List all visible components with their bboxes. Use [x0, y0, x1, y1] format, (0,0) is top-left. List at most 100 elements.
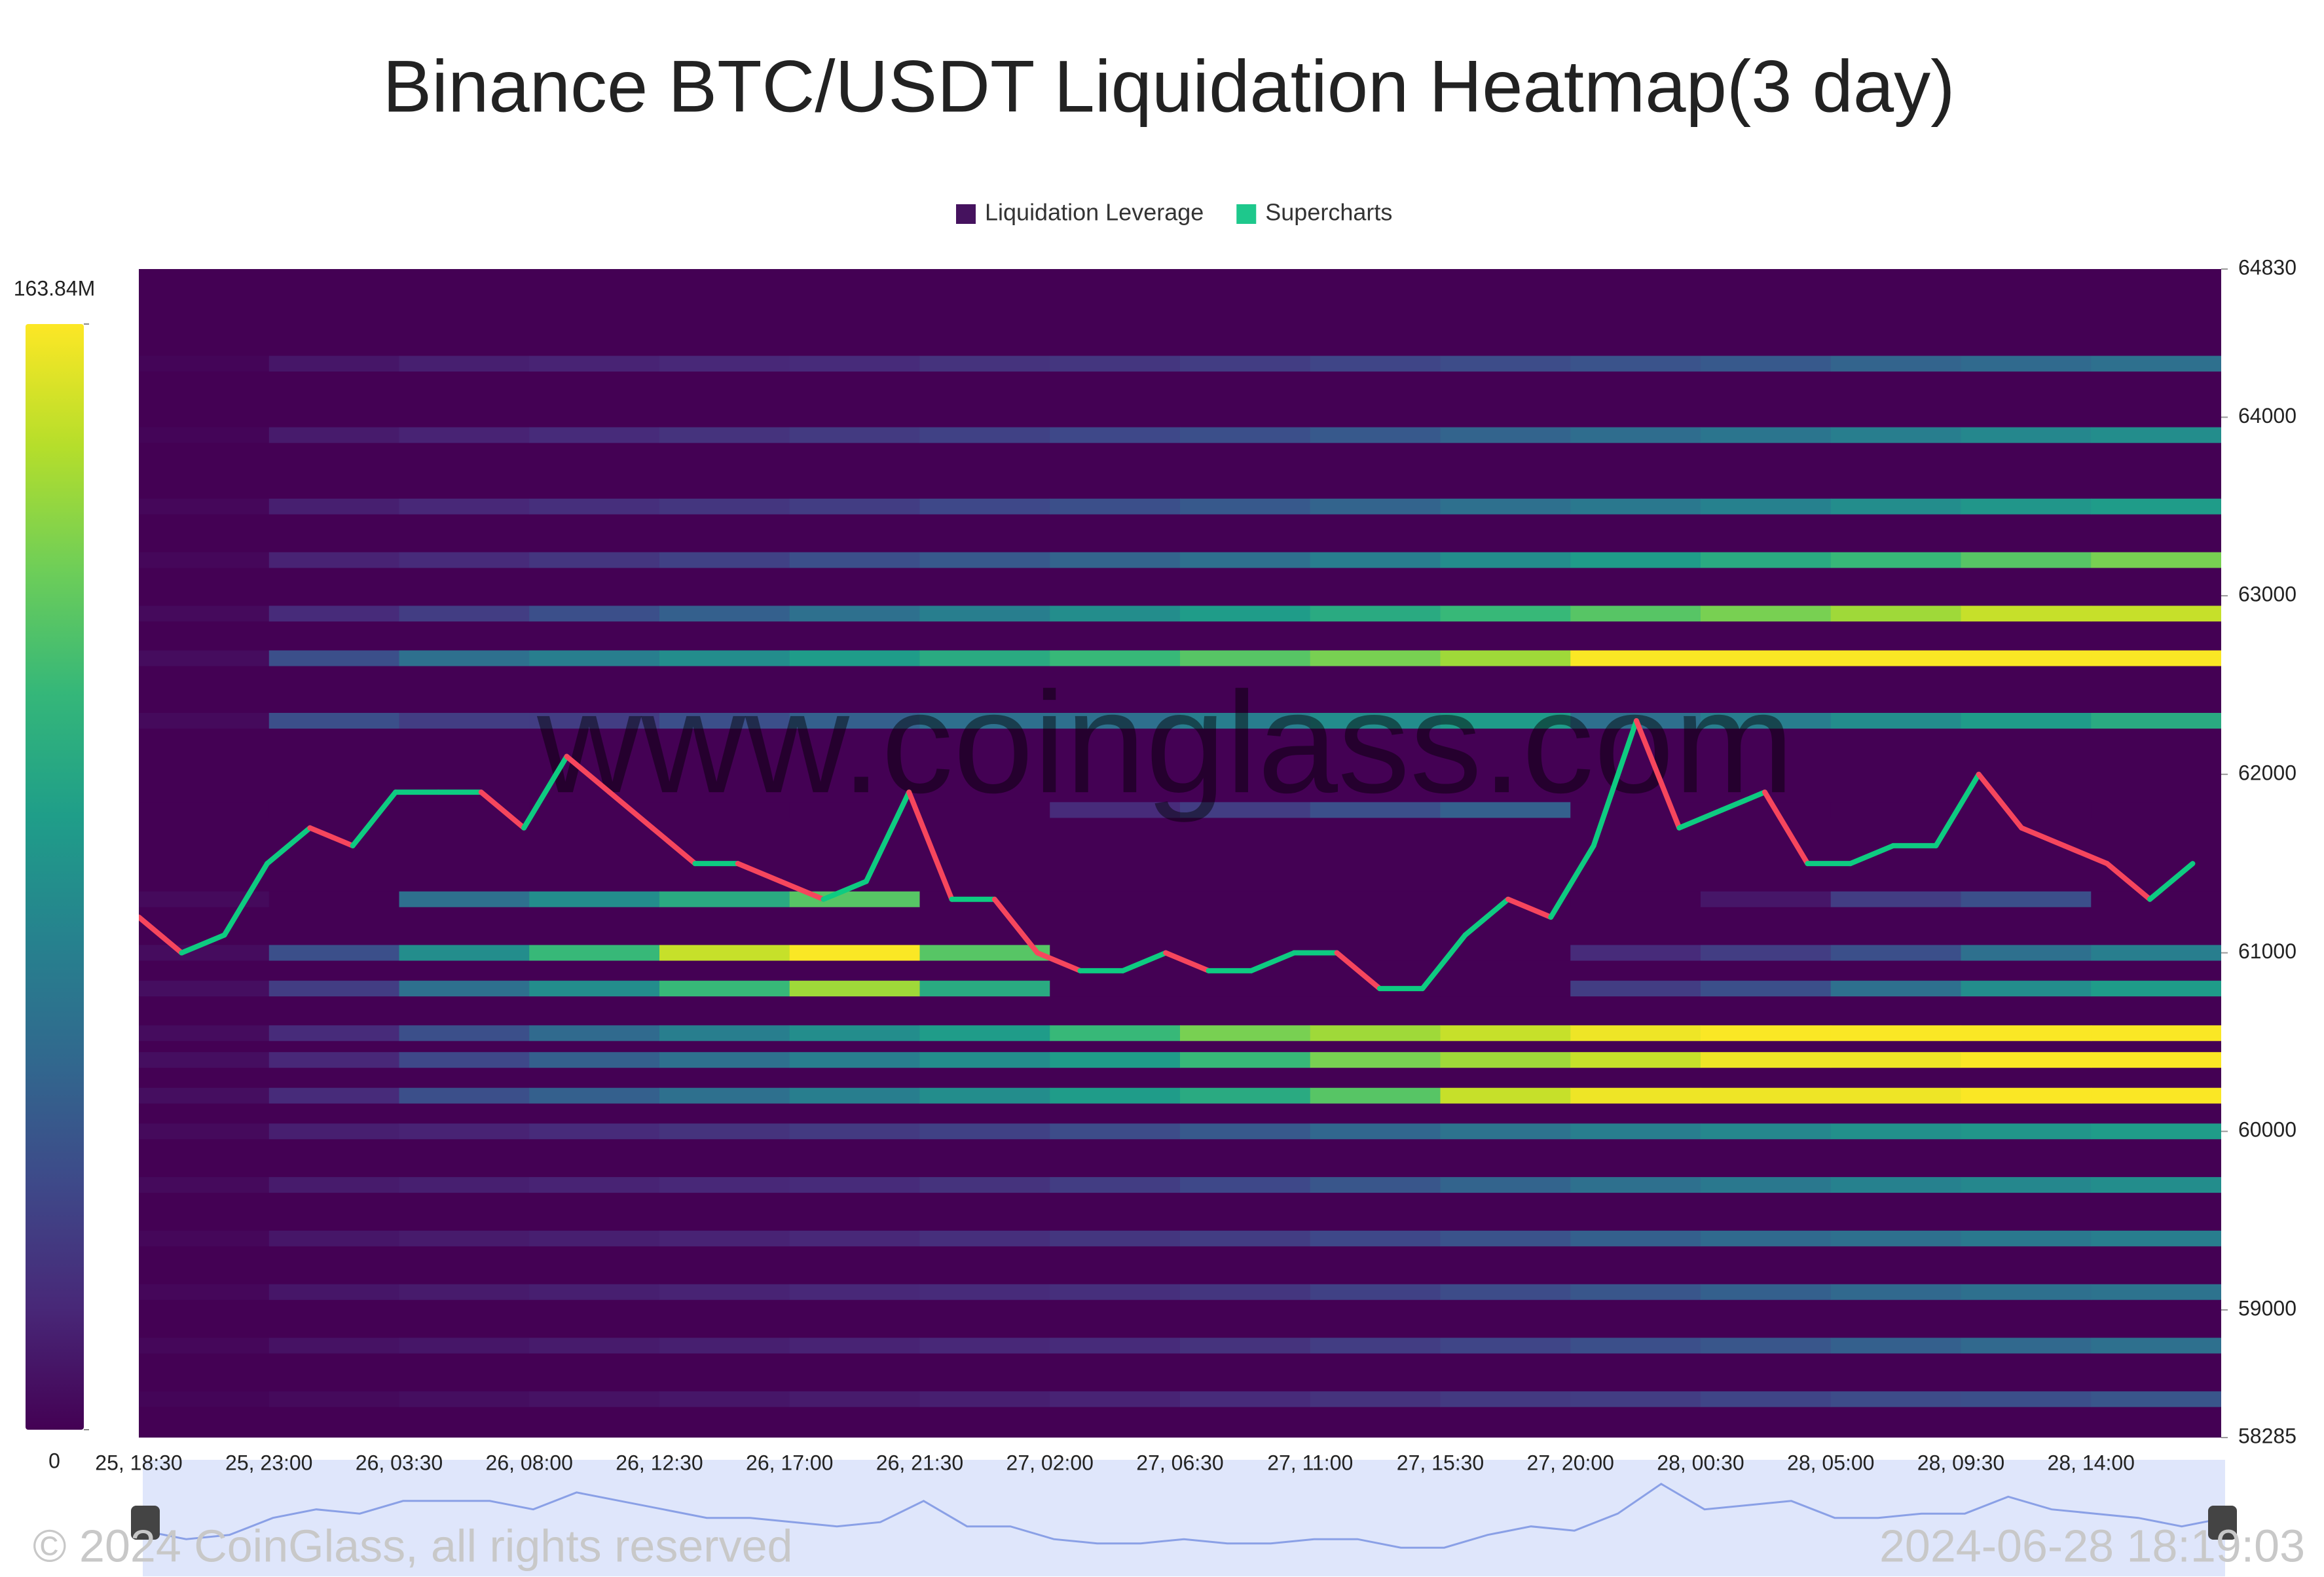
- heat-cell: [399, 945, 530, 961]
- x-tick-label: 28, 00:30: [1657, 1451, 1744, 1474]
- price-segment: [2147, 861, 2196, 902]
- price-segment: [1248, 950, 1297, 973]
- price-segment: [221, 861, 270, 938]
- heat-cell: [1570, 1177, 1701, 1193]
- heat-cell: [1701, 945, 1832, 961]
- heat-cell: [1050, 552, 1181, 568]
- heat-cell: [1961, 606, 2092, 622]
- heat-cell: [1701, 1391, 1832, 1407]
- heat-cell: [268, 1123, 399, 1140]
- heat-cell: [1440, 498, 1571, 515]
- heat-cell: [1180, 802, 1311, 818]
- heat-cell: [139, 552, 270, 568]
- y-tick-label: 59000: [2238, 1296, 2296, 1320]
- heat-cell: [1830, 355, 1961, 372]
- x-tick-label: 27, 15:30: [1397, 1451, 1484, 1474]
- heat-cell: [529, 355, 660, 372]
- heat-cell: [399, 1025, 530, 1042]
- heat-cell: [1440, 1230, 1571, 1246]
- heatmap: [139, 355, 2221, 1407]
- heat-cell: [2091, 1337, 2221, 1354]
- heat-cell: [268, 1025, 399, 1042]
- y-tick-label: 62000: [2238, 761, 2296, 784]
- navigator-handle-right[interactable]: [2208, 1506, 2237, 1540]
- heat-cell: [139, 713, 270, 729]
- heat-cell: [1570, 945, 1701, 961]
- heat-cell: [1180, 1123, 1311, 1140]
- heat-cell: [1570, 552, 1701, 568]
- heat-cell: [139, 1337, 270, 1354]
- heat-cell: [919, 713, 1050, 729]
- heat-cell: [1050, 498, 1181, 515]
- heat-cell: [1701, 1284, 1832, 1300]
- heat-cell: [659, 1052, 790, 1068]
- heat-cell: [1050, 1025, 1181, 1042]
- heat-cell: [1961, 802, 2092, 818]
- heat-cell: [1310, 355, 1441, 372]
- heat-cell: [2091, 1391, 2221, 1407]
- heat-cell: [268, 1177, 399, 1193]
- heat-cell: [1830, 1025, 1961, 1042]
- color-bar: [26, 324, 84, 1430]
- heat-cell: [1701, 1230, 1832, 1246]
- price-segment: [1847, 843, 1896, 867]
- heat-cell: [399, 498, 530, 515]
- heat-cell: [1180, 1087, 1311, 1104]
- legend-swatch: [956, 204, 976, 224]
- heat-cell: [2091, 552, 2221, 568]
- heat-cell: [139, 1025, 270, 1042]
- heat-cell: [399, 552, 530, 568]
- heat-cell: [2091, 981, 2221, 997]
- x-tick-label: 26, 03:30: [356, 1451, 443, 1474]
- heat-cell: [919, 1337, 1050, 1354]
- heat-cell: [1440, 1177, 1571, 1193]
- heat-cell: [1701, 1337, 1832, 1354]
- heat-cell: [659, 606, 790, 622]
- heat-cell: [1570, 802, 1701, 818]
- heat-cell: [1180, 1230, 1311, 1246]
- heat-cell: [789, 1230, 920, 1246]
- heat-cell: [1570, 427, 1701, 443]
- heat-cell: [1701, 427, 1832, 443]
- heat-cell: [919, 981, 1050, 997]
- price-segment: [2019, 825, 2067, 848]
- heat-cell: [1830, 981, 1961, 997]
- heat-cell: [1050, 1087, 1181, 1104]
- heat-cell: [1310, 498, 1441, 515]
- heat-cell: [1701, 891, 1832, 907]
- heat-cell: [1180, 498, 1311, 515]
- navigator-handle-left[interactable]: [131, 1506, 160, 1540]
- heat-cell: [919, 498, 1050, 515]
- heat-cell: [139, 1123, 270, 1140]
- heat-cell: [1570, 891, 1701, 907]
- price-segment: [265, 825, 313, 867]
- heat-cell: [1180, 606, 1311, 622]
- x-tick-label: 26, 21:30: [876, 1451, 963, 1474]
- heat-cell: [529, 1123, 660, 1140]
- heat-cell: [399, 1052, 530, 1068]
- navigator-series: [142, 1483, 2226, 1549]
- heat-cell: [1701, 1177, 1832, 1193]
- heat-cell: [1310, 1391, 1441, 1407]
- heat-cell: [789, 1025, 920, 1042]
- heat-cell: [139, 498, 270, 515]
- heat-cell: [1050, 355, 1181, 372]
- heat-cell: [529, 552, 660, 568]
- heat-cell: [268, 1087, 399, 1104]
- x-tick-label: 26, 12:30: [616, 1451, 703, 1474]
- price-segment: [1976, 771, 2025, 831]
- heat-cell: [268, 355, 399, 372]
- heat-cell: [139, 606, 270, 622]
- heat-cell: [1570, 1230, 1701, 1246]
- y-tick-label: 60000: [2238, 1118, 2296, 1142]
- price-segment: [1163, 950, 1211, 973]
- heat-cell: [1050, 891, 1181, 907]
- heat-cell: [1701, 713, 1832, 729]
- legend-label: Supercharts: [1265, 199, 1392, 226]
- heat-cell: [1570, 355, 1701, 372]
- heat-cell: [2091, 1284, 2221, 1300]
- heat-cell: [2091, 1177, 2221, 1193]
- heat-cell: [1310, 1123, 1441, 1140]
- heat-cell: [268, 1337, 399, 1354]
- x-tick-label: 27, 06:30: [1136, 1451, 1223, 1474]
